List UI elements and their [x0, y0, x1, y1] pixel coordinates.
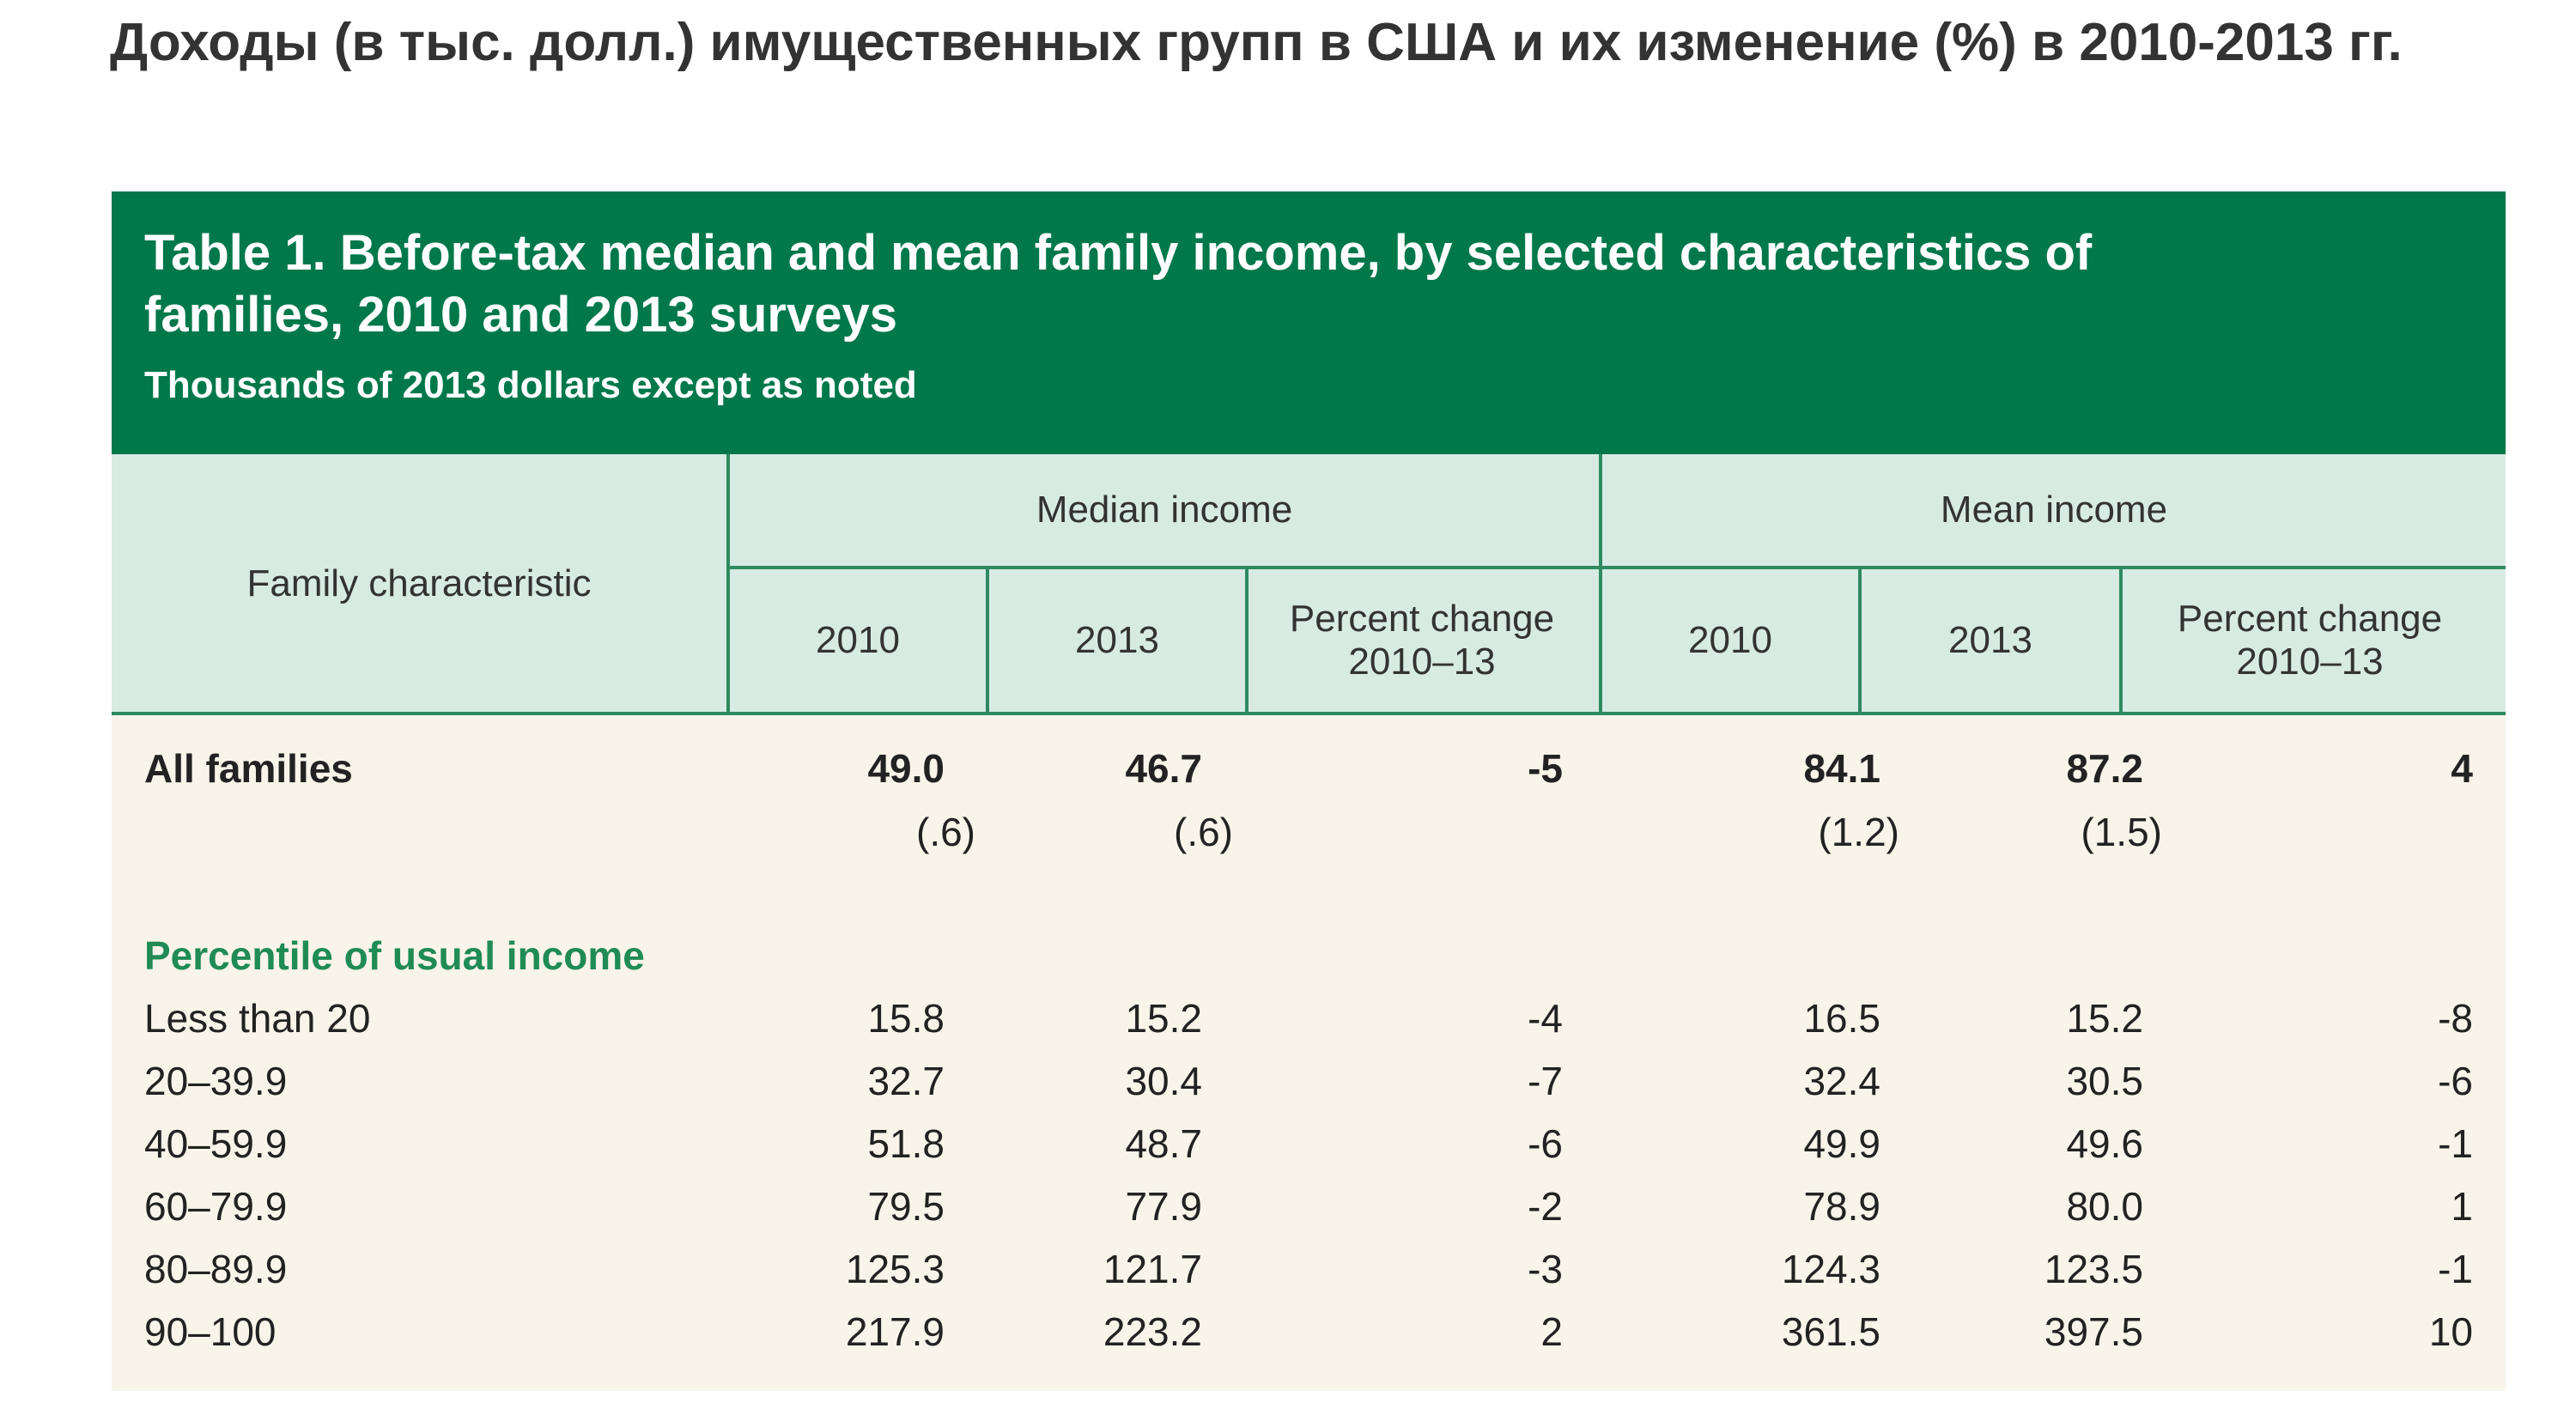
cell-mean-2013: 49.6: [2066, 1121, 2143, 1166]
cell-median-2010: 125.3: [845, 1247, 945, 1291]
cell-mean-change: -8: [2438, 996, 2473, 1041]
cell-mean-2013: 30.5: [2066, 1059, 2143, 1103]
section-label: Percentile of usual income: [144, 933, 645, 978]
cell-mean-change: 4: [2451, 746, 2473, 791]
cell-mean-change: -1: [2438, 1121, 2473, 1166]
header-median-2013: 2013: [1075, 619, 1159, 661]
cell-mean-2010: 16.5: [1803, 996, 1880, 1041]
cell-median-change: -4: [1528, 996, 1563, 1041]
header-mean-percent-change: Percent change 2010–13: [2177, 598, 2443, 683]
cell-mean-change: 10: [2428, 1309, 2473, 1354]
header-bottom-rule: [112, 712, 2506, 715]
cell-median-2013: 223.2: [1103, 1309, 1202, 1354]
row-label: 60–79.9: [144, 1184, 288, 1229]
cell-median-change: -3: [1528, 1247, 1563, 1291]
cell-se-mean-2010: (1.2): [1818, 810, 1899, 854]
cell-median-2013: 121.7: [1103, 1247, 1202, 1291]
cell-median-2010: 79.5: [867, 1184, 945, 1229]
cell-median-2010: 15.8: [867, 996, 945, 1041]
header-divider: [2119, 568, 2123, 714]
cell-median-2010: 217.9: [845, 1309, 945, 1354]
cell-mean-2010: 78.9: [1803, 1184, 1880, 1229]
cell-mean-2013: 15.2: [2066, 996, 2143, 1041]
row-label: 90–100: [144, 1309, 276, 1354]
header-mean-income: Mean income: [1940, 489, 2168, 531]
header-mean-2013: 2013: [1948, 619, 2032, 661]
header-divider: [1599, 454, 1602, 714]
cell-mean-change: 1: [2451, 1184, 2473, 1229]
income-table: Table 1. Before-tax median and mean fami…: [112, 191, 2506, 1391]
cell-mean-2013: 397.5: [2044, 1309, 2143, 1354]
table-title-band: Table 1. Before-tax median and mean fami…: [112, 191, 2506, 454]
cell-median-change: -6: [1528, 1121, 1563, 1166]
column-header-band: [112, 454, 2506, 714]
cell-median-2013: 30.4: [1125, 1059, 1202, 1103]
cell-se-mean-2013: (1.5): [2081, 810, 2162, 854]
cell-median-2010: 49.0: [867, 746, 945, 791]
header-divider: [726, 454, 730, 714]
page-heading: Доходы (в тыс. долл.) имущественных груп…: [110, 13, 2403, 72]
cell-median-2013: 48.7: [1125, 1121, 1202, 1166]
cell-mean-2010: 84.1: [1803, 746, 1880, 791]
cell-median-2010: 51.8: [867, 1121, 945, 1166]
header-family-characteristic: Family characteristic: [246, 562, 592, 604]
cell-mean-2013: 80.0: [2066, 1184, 2143, 1229]
cell-median-change: 2: [1540, 1309, 1563, 1354]
cell-median-2010: 32.7: [867, 1059, 945, 1103]
cell-median-2013: 15.2: [1125, 996, 1202, 1041]
cell-mean-2013: 87.2: [2066, 746, 2143, 791]
cell-mean-2010: 49.9: [1803, 1121, 1880, 1166]
header-median-2010: 2010: [816, 619, 900, 661]
cell-se-median-2010: (.6): [916, 810, 975, 854]
cell-mean-change: -1: [2438, 1247, 2473, 1291]
header-divider: [728, 566, 2506, 569]
header-median-percent-change: Percent change 2010–13: [1289, 598, 1555, 683]
table-subtitle: Thousands of 2013 dollars except as note…: [144, 364, 917, 406]
header-divider: [1858, 568, 1862, 714]
row-label: All families: [144, 746, 353, 791]
cell-mean-change: -6: [2438, 1059, 2473, 1103]
cell-mean-2010: 361.5: [1781, 1309, 1880, 1354]
header-divider: [986, 568, 989, 714]
header-divider: [1245, 568, 1249, 714]
cell-mean-2013: 123.5: [2044, 1247, 2143, 1291]
row-label: Less than 20: [144, 996, 371, 1041]
cell-median-change: -7: [1528, 1059, 1563, 1103]
cell-mean-2010: 124.3: [1781, 1247, 1880, 1291]
table-title: Table 1. Before-tax median and mean fami…: [144, 225, 2093, 343]
cell-mean-2010: 32.4: [1803, 1059, 1880, 1103]
cell-median-change: -2: [1528, 1184, 1563, 1229]
header-median-income: Median income: [1036, 489, 1293, 531]
row-label: 20–39.9: [144, 1059, 288, 1103]
cell-median-2013: 46.7: [1125, 746, 1202, 791]
cell-median-2013: 77.9: [1125, 1184, 1202, 1229]
row-label: 40–59.9: [144, 1121, 288, 1166]
row-label: 80–89.9: [144, 1247, 288, 1291]
header-mean-2010: 2010: [1688, 619, 1772, 661]
cell-median-change: -5: [1528, 746, 1563, 791]
cell-se-median-2013: (.6): [1174, 810, 1233, 854]
